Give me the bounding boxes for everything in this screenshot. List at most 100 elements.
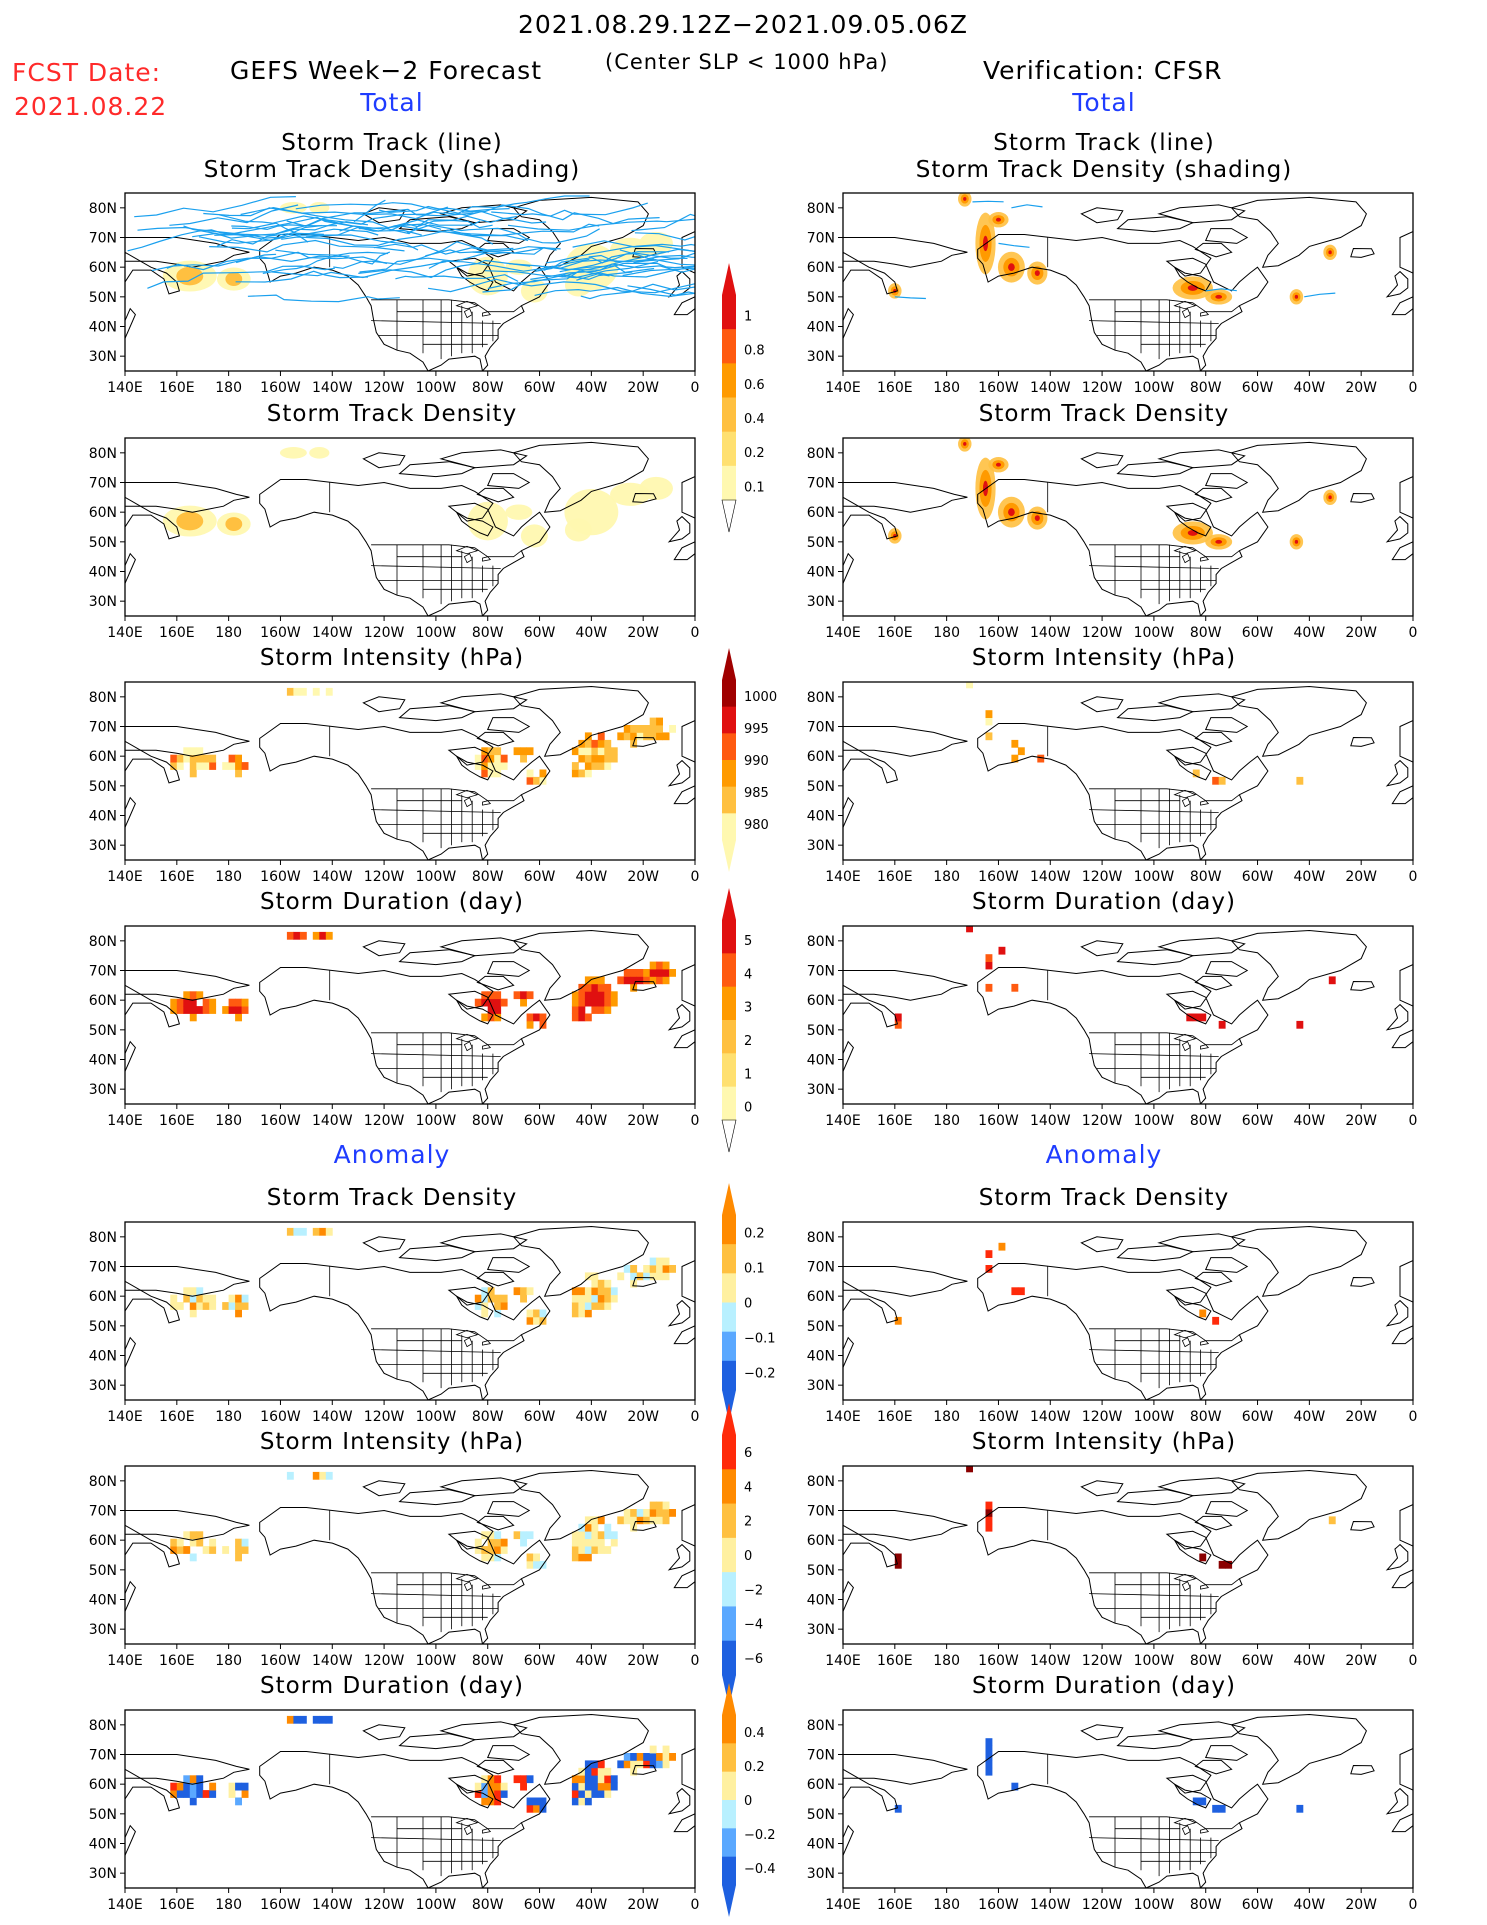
grid-cell [500,754,508,763]
grid-cell [520,1531,527,1540]
lon-tick-label: 20W [1345,380,1377,396]
grid-cell [966,926,973,933]
lon-tick-label: 20W [1345,869,1377,885]
coastline [398,1245,477,1262]
coastline [486,473,531,489]
bay-outline [455,754,494,781]
map-panel-L5: 140E 160E 180 160W 140W 120W 100W 80W 60W 40W 20W 0… [89,1221,699,1425]
grid-cell [630,1753,638,1761]
lon-tick-label: 20W [627,625,659,641]
political-border [1089,1349,1219,1353]
grid-cell [571,1790,579,1798]
grid-cell [649,969,657,977]
lat-tick-label: 50N [89,535,117,551]
map-content [843,1225,1413,1400]
colorbar-segment [722,733,736,761]
grid-cell [636,1760,644,1769]
lon-tick-label: 180 [215,1897,242,1913]
coastline [1116,216,1195,233]
coastline [125,726,250,757]
grid-cell [985,983,993,992]
coastline [1385,1299,1409,1327]
lon-tick-label: 140E [825,1653,861,1669]
grid-cell [487,991,495,1000]
grid-cell [196,1531,204,1540]
grid-cell [520,754,527,763]
grid-cell [656,732,663,741]
grid-cell [235,1797,242,1806]
grid-cell [319,1471,327,1480]
lon-tick-label: 160W [260,1653,301,1669]
grid-cell [643,1265,651,1273]
coastline [1204,228,1249,244]
grid-cell [235,762,242,770]
grid-cell [998,946,1006,955]
grid-cell [202,754,210,763]
lat-tick-label: 80N [807,934,835,950]
map-frame [124,437,696,617]
coastline [486,717,531,733]
map-frame [842,1709,1414,1889]
grid-cell [1296,776,1304,785]
coastline [1194,1515,1233,1531]
lon-tick-label: 20W [627,1409,659,1425]
grid-cell [571,1287,579,1296]
coastline [476,1271,515,1287]
coastline [398,1733,477,1750]
map-frame [124,1709,696,1889]
panel-title-R5: Storm Track Density [978,1185,1230,1211]
storm-track-line [1011,204,1043,209]
coastline [1157,937,1246,957]
coastline [476,975,515,991]
map-content [125,685,695,860]
storm-track-line [183,216,354,236]
map-content [125,1469,695,1644]
lon-tick-label: 100W [416,380,457,396]
coastline [362,940,406,957]
storm-track-line [389,219,493,232]
colorbar-tick-label: 0.4 [744,1726,765,1741]
grid-cell [196,1538,204,1547]
grid-cell [649,1509,657,1517]
lon-tick-label: 140W [1030,1409,1071,1425]
coastline [439,449,528,469]
density-peak [1294,539,1299,544]
map-panel-R3: 140E 160E 180 160W 140W 120W 100W 80W 60W 40W 20W 0… [807,681,1417,885]
coastline [125,1336,136,1368]
coastline [977,1751,1269,1888]
grid-cell [228,998,236,1007]
lon-tick-label: 0 [1409,1897,1418,1913]
coastline [667,1299,691,1327]
lake-outline [1173,300,1197,310]
lat-tick-label: 40N [807,565,835,581]
coastline [1116,949,1195,966]
lake-outline [1173,789,1197,799]
colorbar-segment [722,1331,736,1362]
grid-cell [571,1006,579,1014]
bay-outline [455,1782,494,1809]
density-peak [1034,270,1040,276]
total-label-right: Total [1072,88,1136,117]
lon-tick-label: 140E [107,869,143,885]
coastline [667,515,691,543]
lake-outline [482,1584,492,1590]
lon-tick-label: 160W [260,869,301,885]
grid-cell [202,762,210,770]
grid-cell [604,1767,612,1776]
colorbar-segment [722,363,736,398]
coastline [843,1266,968,1297]
coastline [512,196,649,268]
lat-tick-label: 40N [89,1349,117,1365]
lon-tick-label: 100W [1134,1409,1175,1425]
lon-tick-label: 60W [524,1113,556,1129]
grid-cell [643,1509,651,1517]
map-content [125,1225,695,1400]
map-frame [124,1465,696,1645]
colorbar-tick-label: 0.2 [744,1227,765,1242]
colorbar-bottom-arrow [722,1885,736,1917]
lat-tick-label: 30N [89,594,117,610]
grid-cell [526,769,534,778]
grid-cell [513,747,521,756]
storm-track-line [281,229,529,247]
coastline [843,1768,899,1812]
